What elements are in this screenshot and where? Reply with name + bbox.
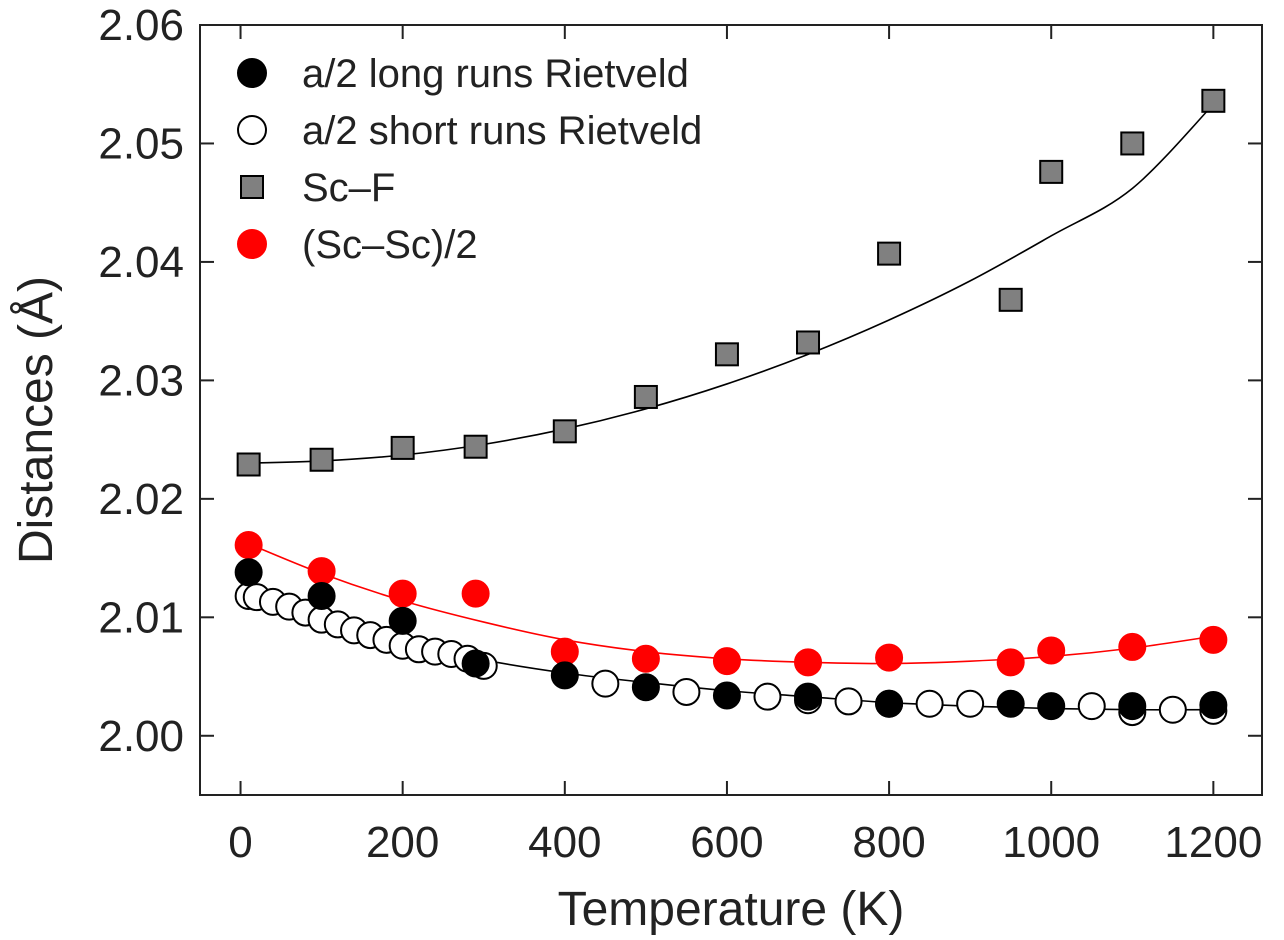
data-point-sc-sc xyxy=(794,648,823,677)
data-point-long-runs xyxy=(996,689,1025,718)
data-point-sc-f xyxy=(877,241,902,266)
data-point-sc-sc xyxy=(1037,636,1066,665)
data-point-short-runs xyxy=(834,687,863,716)
x-tick-label: 1200 xyxy=(1164,818,1262,867)
legend-label: a/2 short runs Rietveld xyxy=(302,109,702,153)
x-axis-label: Temperature (K) xyxy=(558,883,905,936)
y-tick-label: 2.04 xyxy=(98,238,184,287)
legend: a/2 long runs Rietveld a/2 short runs Rie… xyxy=(237,52,702,267)
data-point-sc-f xyxy=(1039,159,1064,184)
x-tick-label: 400 xyxy=(528,818,601,867)
data-point-sc-f xyxy=(796,330,821,355)
data-point-sc-f xyxy=(390,435,415,460)
legend-marker xyxy=(237,229,267,259)
data-point-short-runs xyxy=(956,689,985,718)
data-point-short-runs xyxy=(915,689,944,718)
data-point-sc-f xyxy=(463,434,488,459)
axis-ticks-layer: 0 200 400 600 800 1000 1200 2.00 2.01 2.02 2.03 2.0… xyxy=(98,1,1262,867)
data-point-sc-sc xyxy=(550,637,579,666)
y-tick-label: 2.00 xyxy=(98,712,184,761)
x-tick-label: 200 xyxy=(366,818,439,867)
y-axis-label: Distances (Å) xyxy=(10,276,63,564)
data-point-sc-f xyxy=(633,384,658,409)
data-point-long-runs xyxy=(631,673,660,702)
data-point-sc-sc xyxy=(631,644,660,673)
legend-label: Sc–F xyxy=(302,166,395,210)
data-point-long-runs xyxy=(388,606,417,635)
data-point-long-runs xyxy=(307,581,336,610)
x-tick-label: 800 xyxy=(852,818,925,867)
y-tick-label: 2.01 xyxy=(98,593,184,642)
data-point-sc-sc xyxy=(461,579,490,608)
data-point-sc-f xyxy=(714,342,739,367)
data-point-sc-f xyxy=(236,452,261,477)
fit-curve xyxy=(240,103,1214,465)
data-point-long-runs xyxy=(461,649,490,678)
data-point-long-runs xyxy=(1037,692,1066,721)
data-point-long-runs xyxy=(1199,690,1228,719)
data-point-long-runs xyxy=(234,558,263,587)
legend-label: a/2 long runs Rietveld xyxy=(302,52,689,96)
data-point-short-runs xyxy=(753,682,782,711)
data-point-sc-sc xyxy=(712,647,741,676)
x-tick-label: 600 xyxy=(690,818,763,867)
data-point-long-runs xyxy=(550,661,579,690)
legend-marker xyxy=(237,58,267,88)
y-tick-label: 2.03 xyxy=(98,356,184,405)
y-tick-label: 2.06 xyxy=(98,1,184,50)
data-point-sc-f xyxy=(1201,88,1226,113)
data-point-long-runs xyxy=(875,689,904,718)
x-tick-label: 0 xyxy=(228,818,252,867)
legend-marker xyxy=(240,175,264,199)
x-tick-label: 1000 xyxy=(1002,818,1100,867)
data-point-long-runs xyxy=(794,682,823,711)
data-point-sc-sc xyxy=(1118,632,1147,661)
plot-frame xyxy=(199,24,1263,796)
data-point-short-runs xyxy=(1077,692,1106,721)
data-point-sc-f xyxy=(1120,131,1145,156)
data-point-sc-f xyxy=(552,419,577,444)
y-tick-label: 2.05 xyxy=(98,119,184,168)
data-points-layer xyxy=(234,88,1228,727)
data-point-sc-f xyxy=(998,287,1023,312)
data-point-sc-sc xyxy=(875,643,904,672)
data-point-short-runs xyxy=(672,677,701,706)
legend-label: (Sc–Sc)/2 xyxy=(302,223,478,267)
data-point-sc-sc xyxy=(388,579,417,608)
y-tick-label: 2.02 xyxy=(98,475,184,524)
data-point-sc-sc xyxy=(1199,625,1228,654)
data-point-long-runs xyxy=(1118,692,1147,721)
data-point-short-runs xyxy=(591,669,620,698)
data-point-sc-sc xyxy=(234,531,263,560)
legend-marker xyxy=(237,115,267,145)
data-point-long-runs xyxy=(712,681,741,710)
data-point-sc-sc xyxy=(996,648,1025,677)
data-point-sc-sc xyxy=(307,557,336,586)
data-point-sc-f xyxy=(309,447,334,472)
data-point-short-runs xyxy=(1158,695,1187,724)
